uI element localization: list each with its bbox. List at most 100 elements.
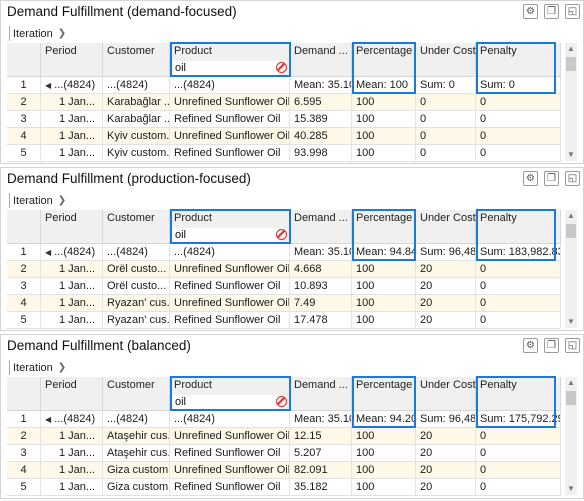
gear-icon[interactable]: ⚙ bbox=[523, 338, 538, 353]
copy-icon[interactable]: ❐ bbox=[544, 171, 559, 186]
column-header-product[interactable]: Product oil bbox=[170, 210, 290, 244]
scroll-down-icon[interactable]: ▼ bbox=[567, 317, 575, 326]
cell-period: 1 Jan... bbox=[41, 479, 103, 496]
clear-filter-icon[interactable] bbox=[276, 62, 287, 73]
row-number: 2 bbox=[7, 428, 41, 445]
scroll-thumb[interactable] bbox=[566, 224, 576, 238]
gear-icon[interactable]: ⚙ bbox=[523, 171, 538, 186]
summary-row[interactable]: 1 ◀ ...(4824) ...(4824) ...(4824) Mean: … bbox=[7, 411, 561, 428]
summary-period-value: ...(4824) bbox=[54, 246, 96, 258]
column-header-penalty[interactable]: Penalty bbox=[476, 210, 561, 244]
table-row[interactable]: 2 1 Jan... Ataşehir cus... Unrefined Sun… bbox=[7, 428, 561, 445]
copy-icon[interactable]: ❐ bbox=[544, 4, 559, 19]
column-header-customer[interactable]: Customer bbox=[103, 43, 170, 77]
table-row[interactable]: 3 1 Jan... Orël custo... Refined Sunflow… bbox=[7, 278, 561, 295]
cell-demand: 6.595 bbox=[290, 94, 352, 111]
table-row[interactable]: 3 1 Jan... Karabağlar ... Refined Sunflo… bbox=[7, 111, 561, 128]
table-row[interactable]: 2 1 Jan... Karabağlar ... Unrefined Sunf… bbox=[7, 94, 561, 111]
table-row[interactable]: 5 1 Jan... Giza custom... Refined Sunflo… bbox=[7, 479, 561, 496]
cell-customer: Karabağlar ... bbox=[103, 111, 170, 128]
row-number-header bbox=[7, 377, 41, 411]
breadcrumb-iteration[interactable]: Iteration ❯ bbox=[9, 193, 66, 208]
column-label: Demand ... bbox=[294, 379, 348, 391]
column-label: Product bbox=[174, 379, 212, 391]
cell-demand: 10.893 bbox=[290, 278, 352, 295]
cell-under-cost: 20 bbox=[416, 278, 476, 295]
column-label: Customer bbox=[107, 45, 155, 57]
breadcrumb-iteration[interactable]: Iteration ❯ bbox=[9, 360, 66, 375]
column-header-penalty[interactable]: Penalty bbox=[476, 43, 561, 77]
summary-row[interactable]: 1 ◀ ...(4824) ...(4824) ...(4824) Mean: … bbox=[7, 244, 561, 261]
column-label: Period bbox=[45, 212, 77, 224]
column-header-percentage[interactable]: Percentage bbox=[352, 43, 416, 77]
table-row[interactable]: 5 1 Jan... Ryazan' cus... Refined Sunflo… bbox=[7, 312, 561, 329]
column-header-period[interactable]: Period bbox=[41, 377, 103, 411]
maximize-icon[interactable]: ◱ bbox=[565, 171, 580, 186]
cell-customer: Ryazan' cus... bbox=[103, 312, 170, 329]
scroll-thumb[interactable] bbox=[566, 391, 576, 405]
product-filter-input[interactable]: oil bbox=[173, 395, 287, 409]
column-header-under-cost[interactable]: Under Cost bbox=[416, 210, 476, 244]
row-number: 5 bbox=[7, 312, 41, 329]
table-row[interactable]: 4 1 Jan... Ryazan' cus... Unrefined Sunf… bbox=[7, 295, 561, 312]
column-label: Percentage bbox=[356, 212, 413, 224]
clear-filter-icon[interactable] bbox=[276, 229, 287, 240]
column-label: Penalty bbox=[480, 45, 517, 57]
cell-penalty: 0 bbox=[476, 145, 561, 162]
scroll-up-icon[interactable]: ▲ bbox=[567, 211, 575, 220]
cell-under-cost: 20 bbox=[416, 445, 476, 462]
cell-product: Unrefined Sunflower Oil bbox=[170, 94, 290, 111]
column-header-customer[interactable]: Customer bbox=[103, 210, 170, 244]
clear-filter-icon[interactable] bbox=[276, 396, 287, 407]
row-number: 1 bbox=[7, 77, 41, 94]
column-header-percentage[interactable]: Percentage bbox=[352, 377, 416, 411]
product-filter-input[interactable]: oil bbox=[173, 228, 287, 242]
cell-product: Refined Sunflower Oil bbox=[170, 312, 290, 329]
breadcrumb-iteration[interactable]: Iteration ❯ bbox=[9, 26, 66, 41]
cell-percentage: 100 bbox=[352, 428, 416, 445]
column-header-product[interactable]: Product oil bbox=[170, 43, 290, 77]
gear-icon[interactable]: ⚙ bbox=[523, 4, 538, 19]
sort-triangle-icon[interactable]: ◀ bbox=[45, 81, 52, 90]
column-header-percentage[interactable]: Percentage bbox=[352, 210, 416, 244]
scroll-down-icon[interactable]: ▼ bbox=[567, 484, 575, 493]
column-header-period[interactable]: Period bbox=[41, 210, 103, 244]
summary-customer: ...(4824) bbox=[103, 411, 170, 428]
maximize-icon[interactable]: ◱ bbox=[565, 4, 580, 19]
vertical-scrollbar[interactable]: ▲ ▼ bbox=[565, 377, 577, 495]
row-number: 5 bbox=[7, 479, 41, 496]
scroll-up-icon[interactable]: ▲ bbox=[567, 378, 575, 387]
summary-under-cost: Sum: 0 bbox=[416, 77, 476, 94]
copy-icon[interactable]: ❐ bbox=[544, 338, 559, 353]
scroll-up-icon[interactable]: ▲ bbox=[567, 44, 575, 53]
column-label: Under Cost bbox=[420, 45, 476, 57]
sort-triangle-icon[interactable]: ◀ bbox=[45, 415, 52, 424]
sort-triangle-icon[interactable]: ◀ bbox=[45, 248, 52, 257]
maximize-icon[interactable]: ◱ bbox=[565, 338, 580, 353]
summary-row[interactable]: 1 ◀ ...(4824) ...(4824) ...(4824) Mean: … bbox=[7, 77, 561, 94]
scroll-down-icon[interactable]: ▼ bbox=[567, 150, 575, 159]
column-header-demand[interactable]: Demand ... bbox=[290, 210, 352, 244]
breadcrumb-label: Iteration bbox=[13, 194, 53, 207]
column-header-under-cost[interactable]: Under Cost bbox=[416, 377, 476, 411]
vertical-scrollbar[interactable]: ▲ ▼ bbox=[565, 43, 577, 161]
column-header-demand[interactable]: Demand ... bbox=[290, 43, 352, 77]
column-label: Customer bbox=[107, 379, 155, 391]
row-number: 3 bbox=[7, 445, 41, 462]
cell-customer: Giza custom... bbox=[103, 479, 170, 496]
table-row[interactable]: 4 1 Jan... Giza custom... Unrefined Sunf… bbox=[7, 462, 561, 479]
column-header-customer[interactable]: Customer bbox=[103, 377, 170, 411]
row-number: 4 bbox=[7, 128, 41, 145]
product-filter-input[interactable]: oil bbox=[173, 61, 287, 75]
table-row[interactable]: 5 1 Jan... Kyiv custom... Refined Sunflo… bbox=[7, 145, 561, 162]
scroll-thumb[interactable] bbox=[566, 57, 576, 71]
table-row[interactable]: 2 1 Jan... Orël custo... Unrefined Sunfl… bbox=[7, 261, 561, 278]
column-header-demand[interactable]: Demand ... bbox=[290, 377, 352, 411]
table-row[interactable]: 3 1 Jan... Ataşehir cus... Refined Sunfl… bbox=[7, 445, 561, 462]
column-header-period[interactable]: Period bbox=[41, 43, 103, 77]
vertical-scrollbar[interactable]: ▲ ▼ bbox=[565, 210, 577, 328]
column-header-under-cost[interactable]: Under Cost bbox=[416, 43, 476, 77]
table-row[interactable]: 4 1 Jan... Kyiv custom... Unrefined Sunf… bbox=[7, 128, 561, 145]
column-header-penalty[interactable]: Penalty bbox=[476, 377, 561, 411]
column-header-product[interactable]: Product oil bbox=[170, 377, 290, 411]
